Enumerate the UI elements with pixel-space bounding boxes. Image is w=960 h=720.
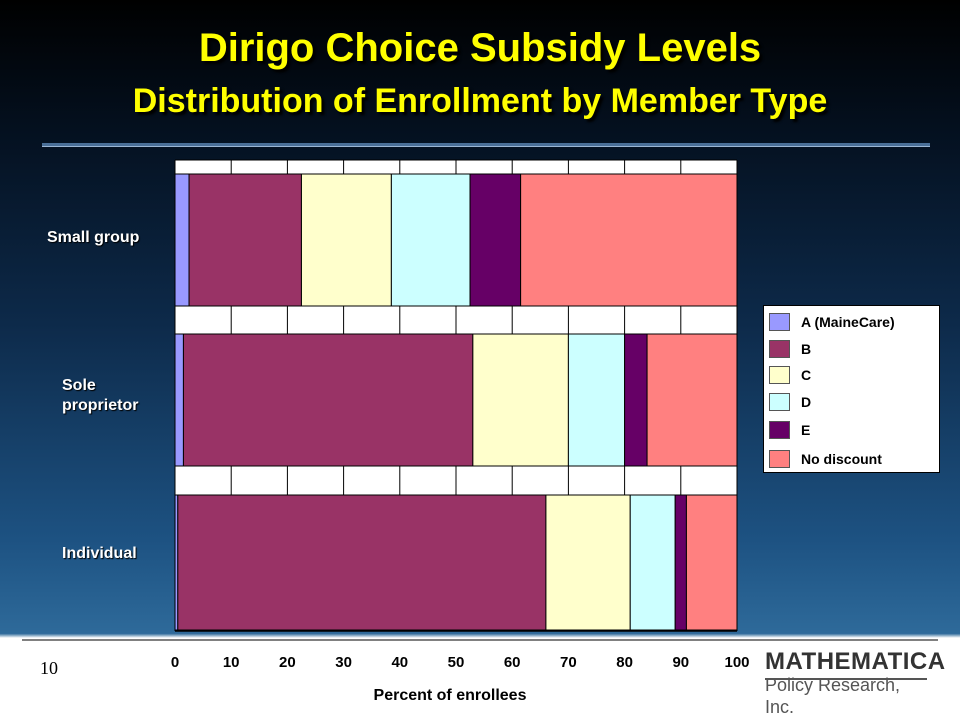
bar-small-group-no-discount (520, 173, 738, 307)
logo-divider (765, 678, 927, 680)
x-tick-label-40: 40 (391, 654, 408, 671)
bar-individual-no-discount (685, 494, 738, 631)
bar-individual-c (545, 494, 631, 631)
bar-small-group-c (300, 173, 392, 307)
x-tick-label-80: 80 (616, 654, 633, 671)
legend-label-e: E (801, 422, 811, 438)
x-tick-label-30: 30 (335, 654, 352, 671)
x-axis-label: Percent of enrollees (374, 687, 527, 704)
bar-individual-b (177, 494, 547, 631)
legend-item-no-discount: No discount (769, 450, 937, 470)
x-tick-label-60: 60 (504, 654, 521, 671)
legend-label-b: B (801, 341, 812, 357)
logo-tagline: Policy Research, Inc. (765, 675, 901, 717)
legend-label-no-discount: No discount (801, 451, 882, 467)
bar-sole-proprietor-d (567, 333, 626, 467)
legend-swatch-c (769, 366, 790, 384)
bar-sole-proprietor-e (624, 333, 648, 467)
category-label-individual: Individual (62, 545, 137, 562)
category-label-sole-proprietor: Sole proprietor (62, 377, 139, 414)
mathematica-logo: MATHEMATICA Policy Research, Inc. (765, 648, 946, 718)
legend-label-c: C (801, 367, 812, 383)
bar-individual-e (674, 494, 687, 631)
chart-legend: A (MaineCare) B C D E No discount (763, 305, 940, 473)
bar-small-group-e (469, 173, 522, 307)
bar-sole-proprietor-no-discount (646, 333, 738, 467)
x-tick-label-10: 10 (223, 654, 240, 671)
logo-wordmark: MATHEMATICA (765, 648, 946, 675)
category-label-small-group: Small group (47, 229, 140, 246)
bar-small-group-a-mainecare (174, 173, 190, 307)
legend-item-a: A (MaineCare) (769, 313, 937, 333)
x-tick-label-100: 100 (724, 654, 749, 671)
legend-label-d: D (801, 394, 812, 410)
legend-item-e: E (769, 421, 937, 441)
legend-item-b: B (769, 340, 937, 360)
bar-small-group-b (188, 173, 302, 307)
legend-swatch-d (769, 393, 790, 411)
page-number: 10 (40, 658, 58, 678)
bar-individual-d (629, 494, 676, 631)
legend-item-d: D (769, 393, 937, 413)
legend-swatch-no-discount (769, 450, 790, 468)
x-tick-label-70: 70 (560, 654, 577, 671)
chart-title: Dirigo Choice Subsidy Levels (198, 26, 762, 70)
title-divider (42, 143, 930, 147)
legend-swatch-e (769, 421, 790, 439)
bar-sole-proprietor-c (472, 333, 569, 467)
x-tick-label-0: 0 (171, 654, 179, 671)
x-tick-label-90: 90 (672, 654, 689, 671)
legend-item-c: C (769, 366, 937, 386)
legend-swatch-b (769, 340, 790, 358)
bar-sole-proprietor-a-mainecare (174, 333, 184, 467)
x-tick-label-50: 50 (448, 654, 465, 671)
legend-swatch-a (769, 313, 790, 331)
bar-small-group-d (390, 173, 471, 307)
bar-sole-proprietor-b (182, 333, 474, 467)
x-tick-label-20: 20 (279, 654, 296, 671)
legend-label-a: A (MaineCare) (801, 314, 895, 330)
chart-subtitle: Distribution of Enrollment by Member Typ… (132, 82, 828, 120)
